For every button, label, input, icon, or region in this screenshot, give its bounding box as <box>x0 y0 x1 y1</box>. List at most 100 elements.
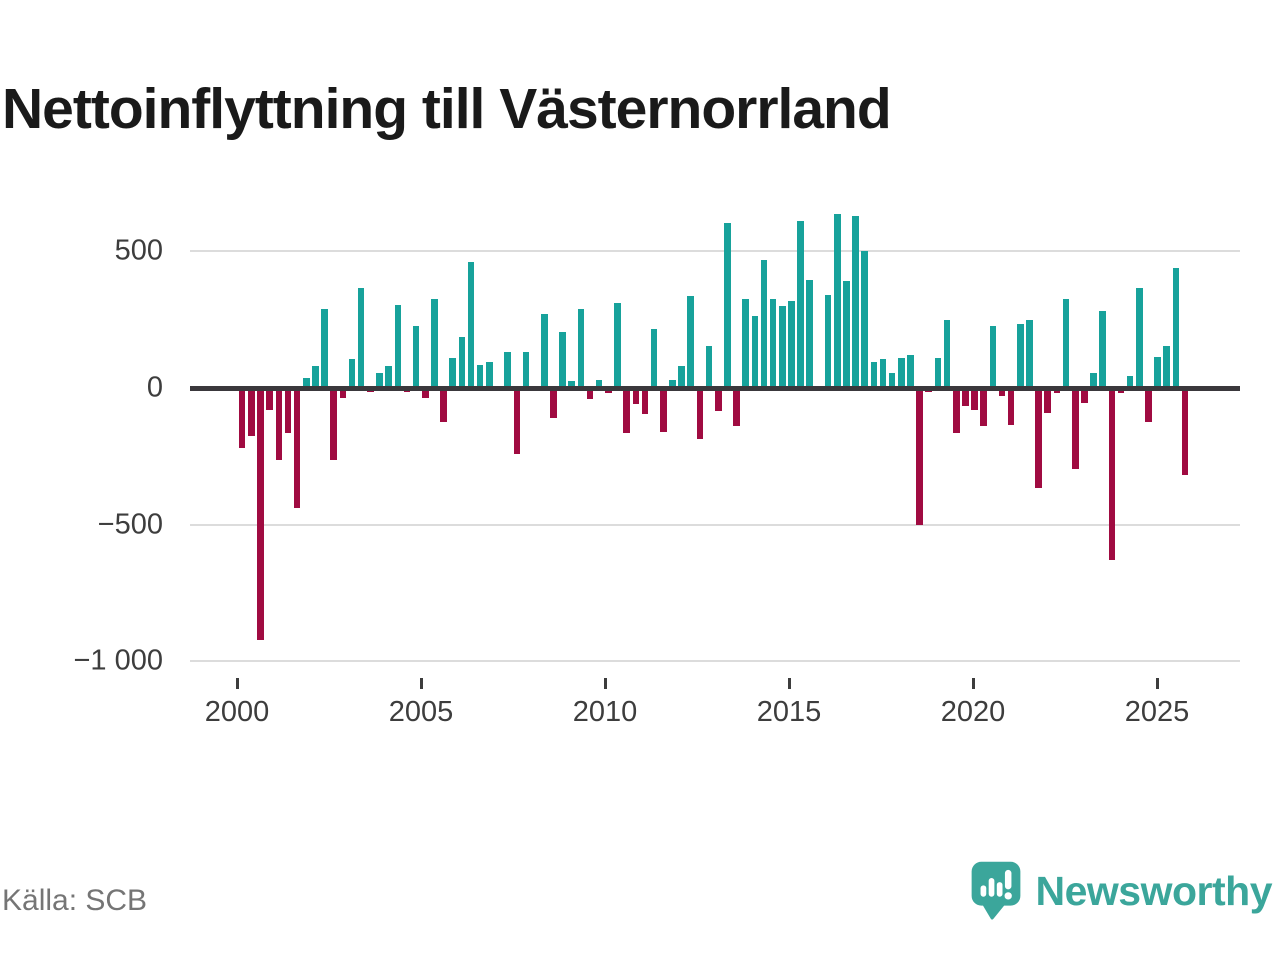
data-bar <box>733 388 740 427</box>
data-bar <box>632 388 640 405</box>
data-bar <box>888 372 896 388</box>
data-bar <box>476 364 484 388</box>
data-bar <box>797 221 804 388</box>
x-axis-tick <box>787 678 791 689</box>
data-bar <box>385 366 392 388</box>
data-bar <box>1007 388 1015 425</box>
data-bar <box>486 362 493 388</box>
data-bar <box>577 308 585 388</box>
data-bar <box>788 300 795 388</box>
data-bar <box>1172 267 1180 388</box>
data-bar <box>1117 388 1125 394</box>
data-bar <box>412 326 420 388</box>
data-bar <box>302 378 310 388</box>
data-bar <box>559 331 566 388</box>
x-axis-label: 2010 <box>572 696 638 728</box>
data-bar <box>522 352 530 388</box>
data-bar <box>312 366 319 388</box>
y-axis-label: −500 <box>97 508 163 541</box>
data-bar <box>568 381 576 388</box>
data-bar <box>357 288 365 388</box>
x-axis-label: 2000 <box>204 696 270 728</box>
data-bar <box>1099 311 1106 388</box>
y-axis-label: 500 <box>114 234 163 267</box>
data-bar <box>659 388 667 432</box>
data-bar <box>504 352 511 388</box>
data-bar <box>586 388 594 399</box>
x-axis-label: 2015 <box>756 696 822 728</box>
data-bar <box>870 362 878 388</box>
data-bar <box>751 315 759 388</box>
data-bar <box>339 388 347 398</box>
y-gridline <box>190 660 1240 663</box>
newsworthy-logo: Newsworthy <box>970 856 1273 926</box>
data-bar <box>431 299 438 388</box>
source-note: Källa: SCB <box>2 884 148 917</box>
data-bar <box>550 388 557 419</box>
data-bar <box>650 329 658 388</box>
chart-title: Nettoinflyttning till Västernorrland <box>2 77 892 142</box>
data-bar <box>962 388 969 406</box>
x-axis-tick <box>419 678 423 689</box>
y-axis-label: −1 000 <box>73 644 163 677</box>
data-bar <box>678 366 685 388</box>
x-axis-tick <box>1155 678 1159 689</box>
data-bar <box>467 262 475 388</box>
data-bar <box>266 388 273 410</box>
data-bar <box>614 303 621 388</box>
data-bar <box>897 357 905 388</box>
data-bar <box>540 314 548 388</box>
x-axis-tick <box>603 678 607 689</box>
data-bar <box>330 388 338 461</box>
data-bar <box>1062 299 1070 388</box>
data-bar <box>806 280 814 388</box>
data-bar <box>1108 388 1116 561</box>
data-bar <box>1053 388 1061 394</box>
data-bar <box>696 388 704 439</box>
newsworthy-logo-icon <box>970 860 1022 922</box>
logo-bubble <box>971 861 1020 920</box>
data-bar <box>321 308 328 388</box>
x-axis-tick <box>971 678 975 689</box>
data-bar <box>641 388 649 414</box>
data-bar <box>769 299 777 388</box>
data-bar <box>852 215 859 388</box>
newsworthy-wordmark: Newsworthy <box>1035 867 1273 914</box>
data-bar <box>623 388 630 434</box>
data-bar <box>293 388 301 509</box>
data-bar <box>907 355 914 388</box>
data-bar <box>971 388 978 410</box>
data-bar <box>248 388 255 436</box>
data-bar <box>1090 372 1097 388</box>
data-bar <box>943 319 951 388</box>
data-bar <box>980 388 987 427</box>
data-bar <box>989 326 997 388</box>
data-bar <box>916 388 923 525</box>
data-bar <box>376 372 383 388</box>
data-bar <box>1026 319 1033 388</box>
data-bar <box>998 388 1006 397</box>
data-bar <box>257 388 264 640</box>
data-bar <box>1035 388 1042 488</box>
data-bar <box>449 357 457 388</box>
data-bar <box>394 304 402 388</box>
data-bar <box>687 296 695 388</box>
y-gridline <box>190 523 1240 526</box>
data-bar <box>458 337 466 388</box>
data-bar <box>861 251 868 388</box>
x-axis-label: 2005 <box>388 696 454 728</box>
data-bar <box>843 281 850 388</box>
data-bar <box>705 345 713 388</box>
data-bar <box>1126 375 1134 388</box>
data-bar <box>284 388 292 434</box>
data-bar <box>275 388 283 461</box>
data-bar <box>1044 388 1052 413</box>
data-bar <box>824 295 832 388</box>
data-bar <box>238 388 246 449</box>
data-bar <box>1081 388 1088 404</box>
data-bar <box>742 299 749 388</box>
data-bar <box>421 388 429 398</box>
data-bar <box>513 388 521 454</box>
data-bar <box>952 388 960 434</box>
